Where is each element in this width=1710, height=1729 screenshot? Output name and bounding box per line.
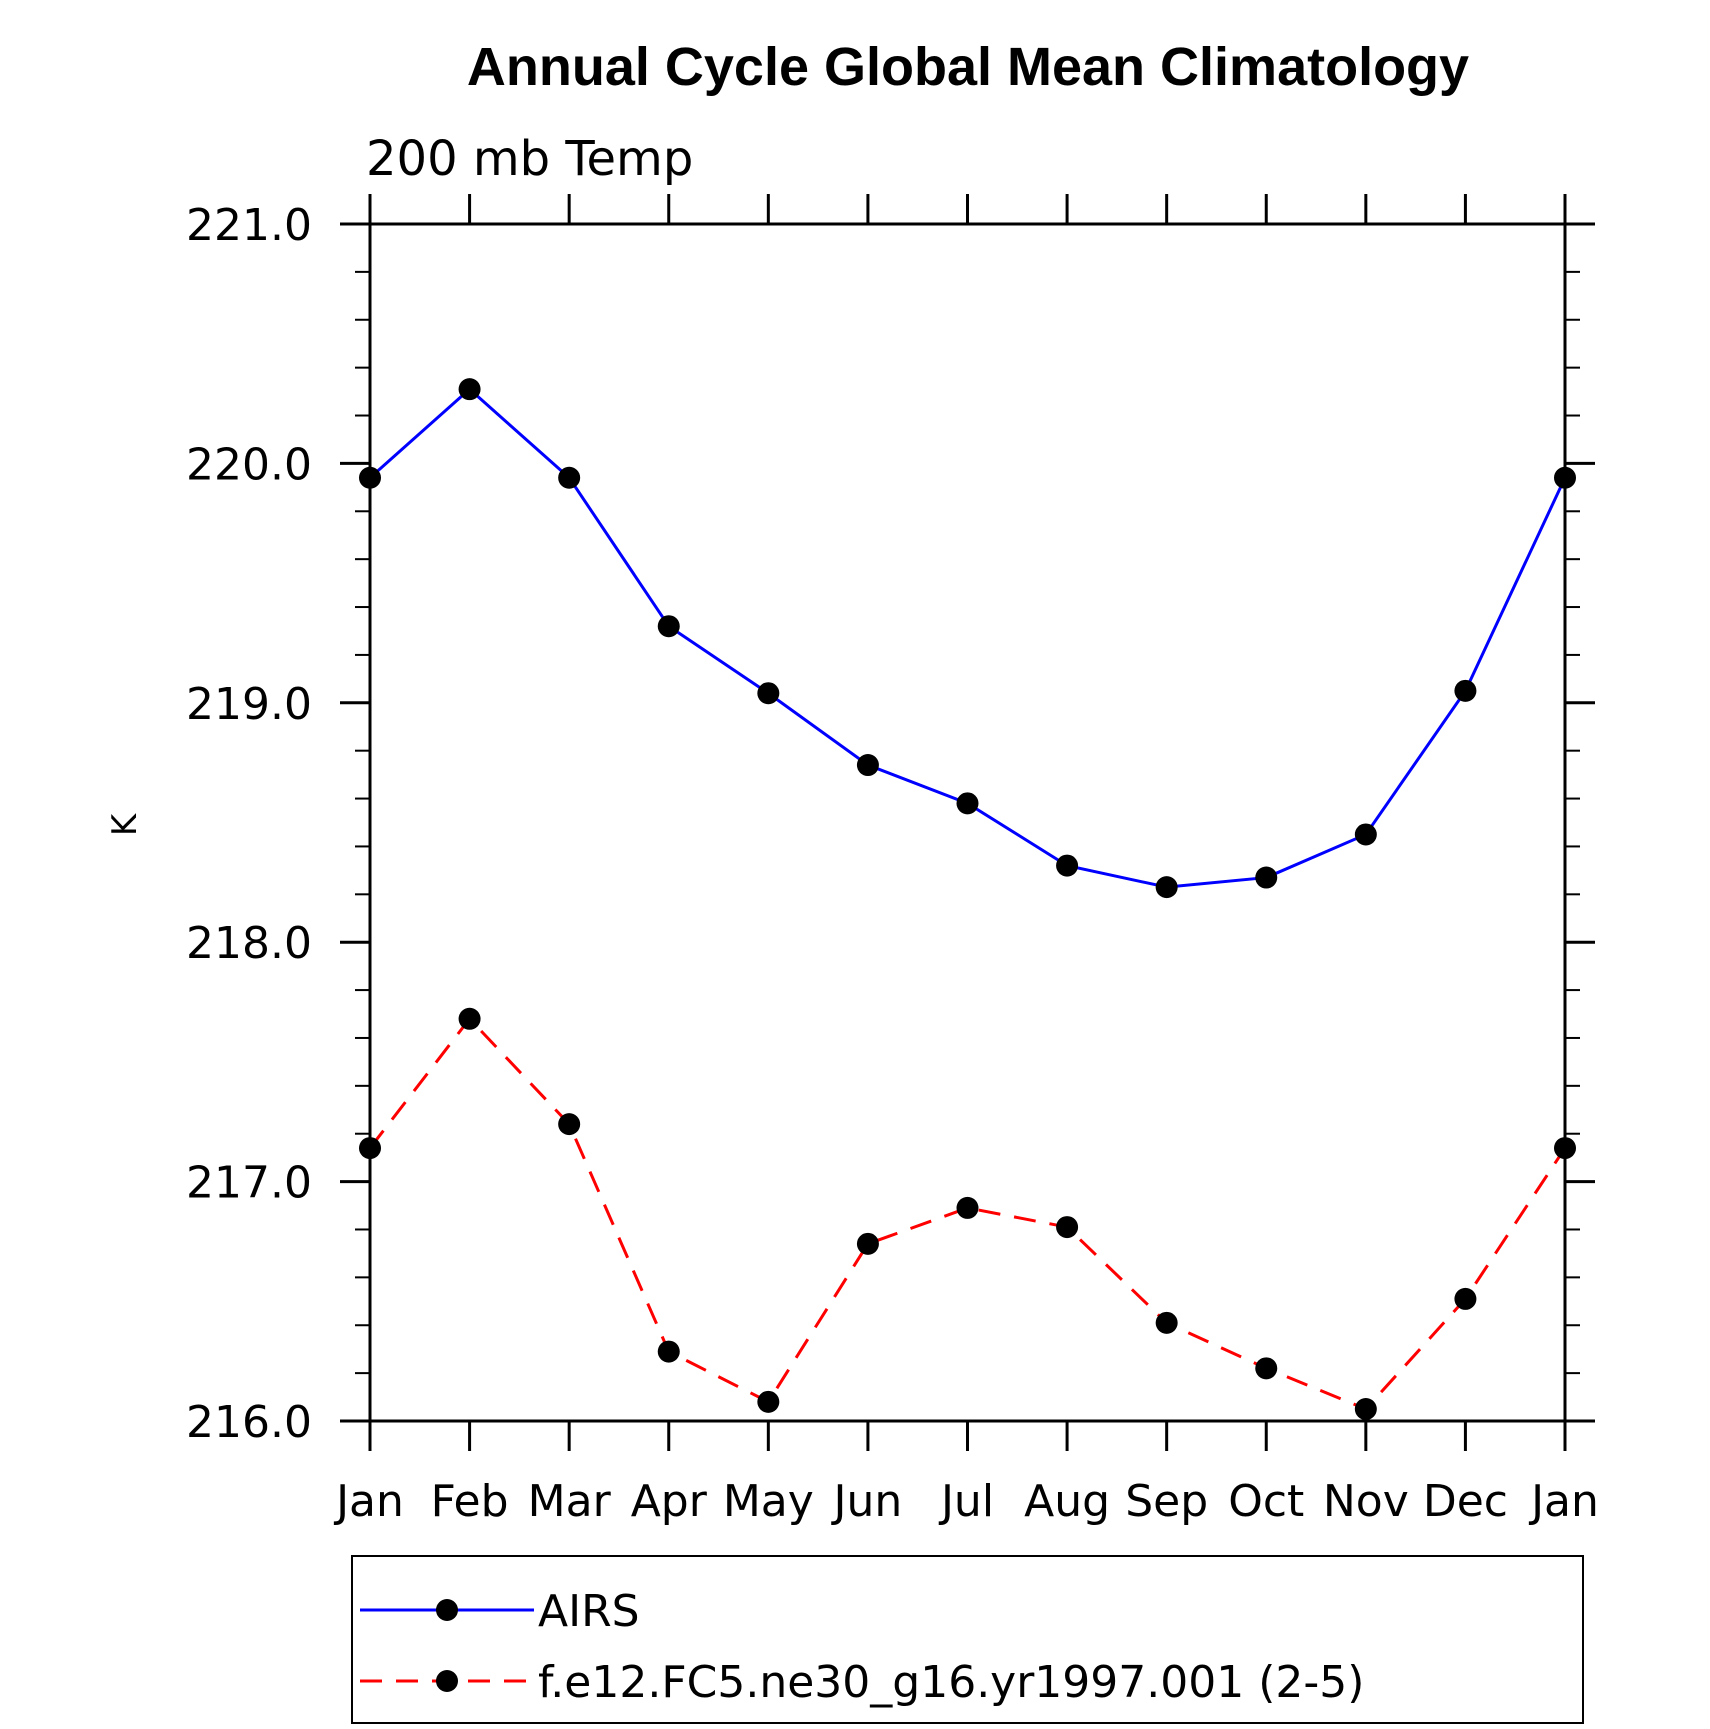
data-point	[1354, 1398, 1377, 1421]
legend-marker	[436, 1670, 458, 1692]
data-point	[1255, 866, 1278, 889]
chart-subtitle: 200 mb Temp	[366, 131, 693, 187]
y-tick-label: 216.0	[186, 1397, 312, 1448]
data-point	[359, 1137, 381, 1160]
x-tick-label: Sep	[1125, 1476, 1208, 1527]
y-axis-tick-labels: 216.0 217.0 218.0 219.0 220.0 221.0	[186, 200, 312, 1448]
data-point	[1454, 1287, 1477, 1310]
data-point	[956, 792, 979, 815]
legend-label: AIRS	[538, 1586, 640, 1637]
x-tick-label: May	[723, 1476, 814, 1527]
data-point	[856, 754, 879, 777]
y-tick-label: 217.0	[186, 1158, 312, 1209]
data-point	[558, 1113, 581, 1136]
legend: AIRS f.e12.FC5.ne30_g16.yr1997.001 (2-5)	[351, 1555, 1584, 1724]
legend-item: f.e12.FC5.ne30_g16.yr1997.001 (2-5)	[360, 1657, 1364, 1708]
x-tick-label: Jan	[1528, 1476, 1599, 1527]
data-point	[757, 1390, 780, 1413]
y-tick-label: 219.0	[186, 679, 312, 730]
data-point	[458, 378, 481, 401]
data-point	[1454, 679, 1477, 702]
data-point	[1554, 1137, 1576, 1160]
x-tick-label: Aug	[1024, 1476, 1110, 1527]
data-point	[657, 1340, 680, 1363]
data-point	[359, 466, 381, 489]
legend-item: AIRS	[360, 1586, 640, 1637]
x-tick-label: Jul	[938, 1476, 994, 1527]
y-tick-label: 218.0	[186, 918, 312, 969]
data-point	[1056, 1216, 1079, 1239]
x-tick-label: Nov	[1323, 1476, 1409, 1527]
series-layer	[359, 378, 1576, 1421]
x-axis-tick-labels: Jan Feb Mar Apr May Jun Jul Aug Sep Oct Nov Dec Jan	[333, 1476, 1599, 1527]
x-tick-label: Dec	[1423, 1476, 1508, 1527]
axis-ticks	[340, 194, 1595, 1451]
data-point	[1354, 823, 1377, 846]
x-tick-label: Jun	[831, 1476, 903, 1527]
y-tick-label: 221.0	[186, 200, 312, 251]
legend-label: f.e12.FC5.ne30_g16.yr1997.001 (2-5)	[538, 1657, 1364, 1708]
series-airs	[359, 378, 1576, 899]
chart-title: Annual Cycle Global Mean Climatology	[467, 37, 1469, 97]
data-point	[1056, 854, 1079, 877]
legend-box	[351, 1555, 1584, 1724]
data-point	[1255, 1357, 1278, 1380]
plot-frame	[368, 222, 1567, 1423]
data-point	[458, 1007, 481, 1030]
data-point	[1155, 876, 1178, 899]
x-tick-label: Jan	[333, 1476, 404, 1527]
data-point	[956, 1196, 979, 1219]
data-point	[856, 1232, 879, 1255]
y-tick-label: 220.0	[186, 439, 312, 490]
y-axis-label: K	[105, 812, 145, 836]
data-point	[757, 682, 780, 705]
data-point	[558, 466, 581, 489]
x-tick-label: Mar	[528, 1476, 612, 1527]
x-tick-label: Oct	[1228, 1476, 1304, 1527]
data-point	[657, 615, 680, 638]
x-tick-label: Apr	[631, 1476, 708, 1527]
data-point	[1554, 466, 1576, 489]
legend-marker	[436, 1599, 458, 1621]
x-tick-label: Feb	[431, 1476, 509, 1527]
series-model	[359, 1007, 1576, 1421]
data-point	[1155, 1311, 1178, 1334]
